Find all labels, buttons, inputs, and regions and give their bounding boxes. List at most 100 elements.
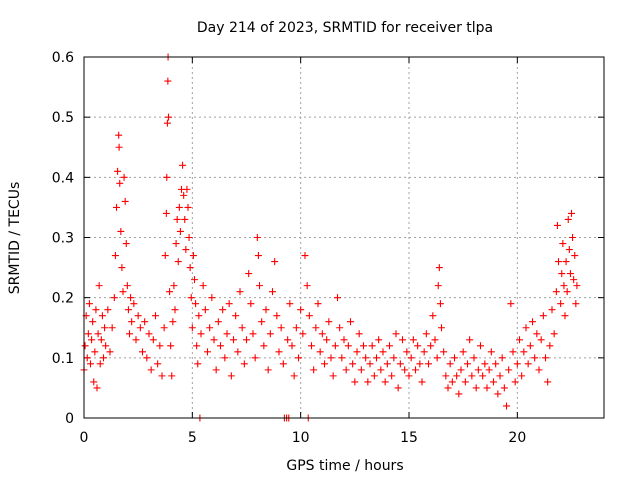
- data-point: [164, 77, 172, 85]
- data-point: [438, 324, 445, 332]
- data-point: [355, 330, 363, 338]
- data-point: [301, 252, 309, 260]
- data-point: [262, 306, 270, 314]
- data-point: [351, 378, 359, 386]
- data-point: [418, 378, 426, 386]
- data-point: [500, 384, 508, 392]
- data-point: [546, 342, 554, 350]
- data-point: [191, 276, 198, 284]
- data-point: [92, 306, 100, 314]
- data-point: [171, 306, 179, 314]
- data-point: [327, 354, 335, 362]
- data-point: [221, 354, 229, 362]
- data-point: [429, 312, 437, 320]
- data-point: [533, 330, 541, 338]
- data-point: [570, 276, 578, 284]
- data-point: [116, 179, 124, 187]
- data-point: [197, 330, 205, 338]
- data-point: [273, 312, 281, 320]
- data-point: [245, 270, 253, 278]
- data-point: [340, 336, 348, 344]
- data-point: [542, 354, 549, 362]
- data-point: [279, 360, 287, 368]
- data-point: [225, 300, 233, 308]
- data-point: [422, 330, 430, 338]
- data-point: [240, 360, 248, 368]
- data-point: [194, 360, 202, 368]
- data-point: [195, 312, 203, 320]
- data-point: [251, 354, 259, 362]
- data-point: [96, 360, 104, 368]
- data-point: [110, 294, 118, 302]
- data-point: [401, 366, 409, 374]
- data-point: [208, 294, 216, 302]
- data-point: [444, 384, 452, 392]
- data-point: [184, 203, 192, 211]
- data-point: [555, 258, 562, 266]
- chart-title: Day 214 of 2023, SRMTID for receiver tlp…: [197, 20, 493, 36]
- data-point: [518, 372, 526, 380]
- data-point: [84, 330, 92, 338]
- data-point: [560, 282, 568, 290]
- data-point: [162, 209, 170, 217]
- data-point: [186, 264, 194, 272]
- data-point: [414, 342, 422, 350]
- data-point: [170, 282, 178, 290]
- data-point: [314, 300, 322, 308]
- y-tick-label: 0.4: [52, 170, 74, 186]
- data-point: [407, 354, 415, 362]
- data-point: [139, 348, 146, 356]
- data-point: [318, 330, 326, 338]
- y-tick-label: 0.6: [52, 50, 74, 66]
- data-point: [412, 366, 419, 374]
- data-point: [271, 258, 279, 266]
- data-point: [93, 384, 101, 392]
- data-point: [223, 330, 231, 338]
- data-point: [167, 342, 175, 350]
- data-point: [115, 143, 123, 151]
- data-point: [531, 354, 539, 362]
- data-point: [561, 312, 569, 320]
- data-point: [377, 366, 385, 374]
- data-point: [94, 330, 102, 338]
- data-point: [173, 215, 181, 223]
- data-point: [386, 342, 393, 350]
- data-point: [571, 252, 579, 260]
- data-point: [134, 312, 142, 320]
- data-point: [104, 306, 112, 314]
- data-point: [366, 360, 374, 368]
- data-point: [360, 342, 367, 350]
- data-point: [564, 215, 572, 223]
- x-tick-label: 0: [80, 430, 89, 446]
- y-tick-label: 0.3: [52, 231, 74, 247]
- data-point: [238, 324, 246, 332]
- data-point: [100, 354, 107, 362]
- data-point: [388, 372, 396, 380]
- data-point: [81, 342, 89, 350]
- data-point: [297, 306, 305, 314]
- data-point: [516, 336, 523, 344]
- data-point: [232, 312, 240, 320]
- data-point: [156, 342, 164, 350]
- data-point: [212, 366, 220, 374]
- data-point: [275, 348, 283, 356]
- x-tick-label: 10: [292, 430, 310, 446]
- data-point: [390, 354, 398, 362]
- data-point: [353, 348, 361, 356]
- data-point: [347, 318, 354, 326]
- y-axis-label: SRMTID / TECUs: [7, 182, 23, 295]
- data-point: [448, 378, 456, 386]
- data-point: [199, 282, 207, 290]
- data-point: [509, 348, 517, 356]
- data-point: [180, 191, 188, 199]
- data-point: [435, 264, 443, 272]
- data-point: [185, 234, 193, 241]
- data-point: [152, 312, 159, 320]
- data-point: [544, 378, 552, 386]
- data-point: [102, 342, 110, 350]
- data-point: [258, 318, 266, 326]
- data-point: [507, 300, 515, 308]
- data-point: [299, 330, 307, 338]
- data-point: [511, 378, 519, 386]
